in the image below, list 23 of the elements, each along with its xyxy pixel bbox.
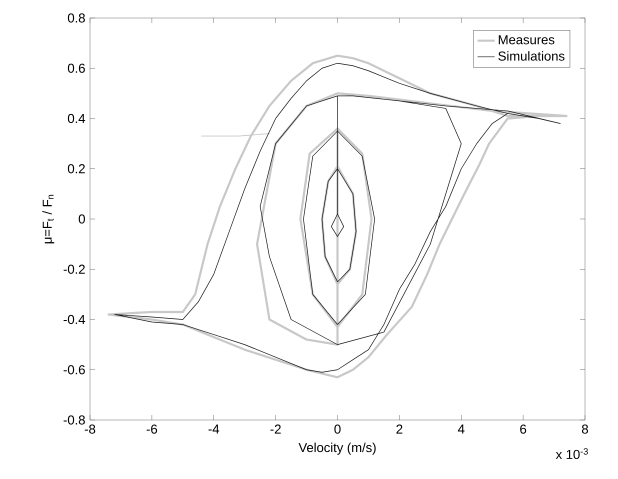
y-tick-label: -0.6 [64,365,85,374]
x-axis-title: Velocity (m/s) [298,442,376,455]
y-tick-label: 0.8 [68,13,85,23]
y-axis-title: μ=F$_{t}$ / F$_{n}$ [42,194,54,244]
x-tick-label: 0 [334,424,341,434]
x-tick-label: -4 [208,424,220,434]
x-tick-label: 2 [396,424,402,434]
x-tick-label: -2 [270,424,281,434]
y-tick-label: 0 [78,214,85,224]
x-tick-label: 6 [520,424,526,434]
y-tick-label: 0.4 [68,114,86,124]
y-tick-label: -0.2 [64,264,85,274]
y-tick-label: -0.4 [64,314,86,324]
y-tick-label: 0.2 [68,164,85,174]
legend-label: Measures [498,35,554,44]
legend-label: Simulations [498,51,564,61]
y-tick-label: 0.6 [68,64,85,73]
text: x 10$^{-3}$ [556,448,588,460]
x-tick-label: 8 [582,424,588,434]
x-tick-label: -6 [146,424,158,434]
x-tick-label: -8 [84,424,96,434]
y-tick-label: -0.8 [64,415,85,425]
x-tick-label: 4 [458,424,464,434]
